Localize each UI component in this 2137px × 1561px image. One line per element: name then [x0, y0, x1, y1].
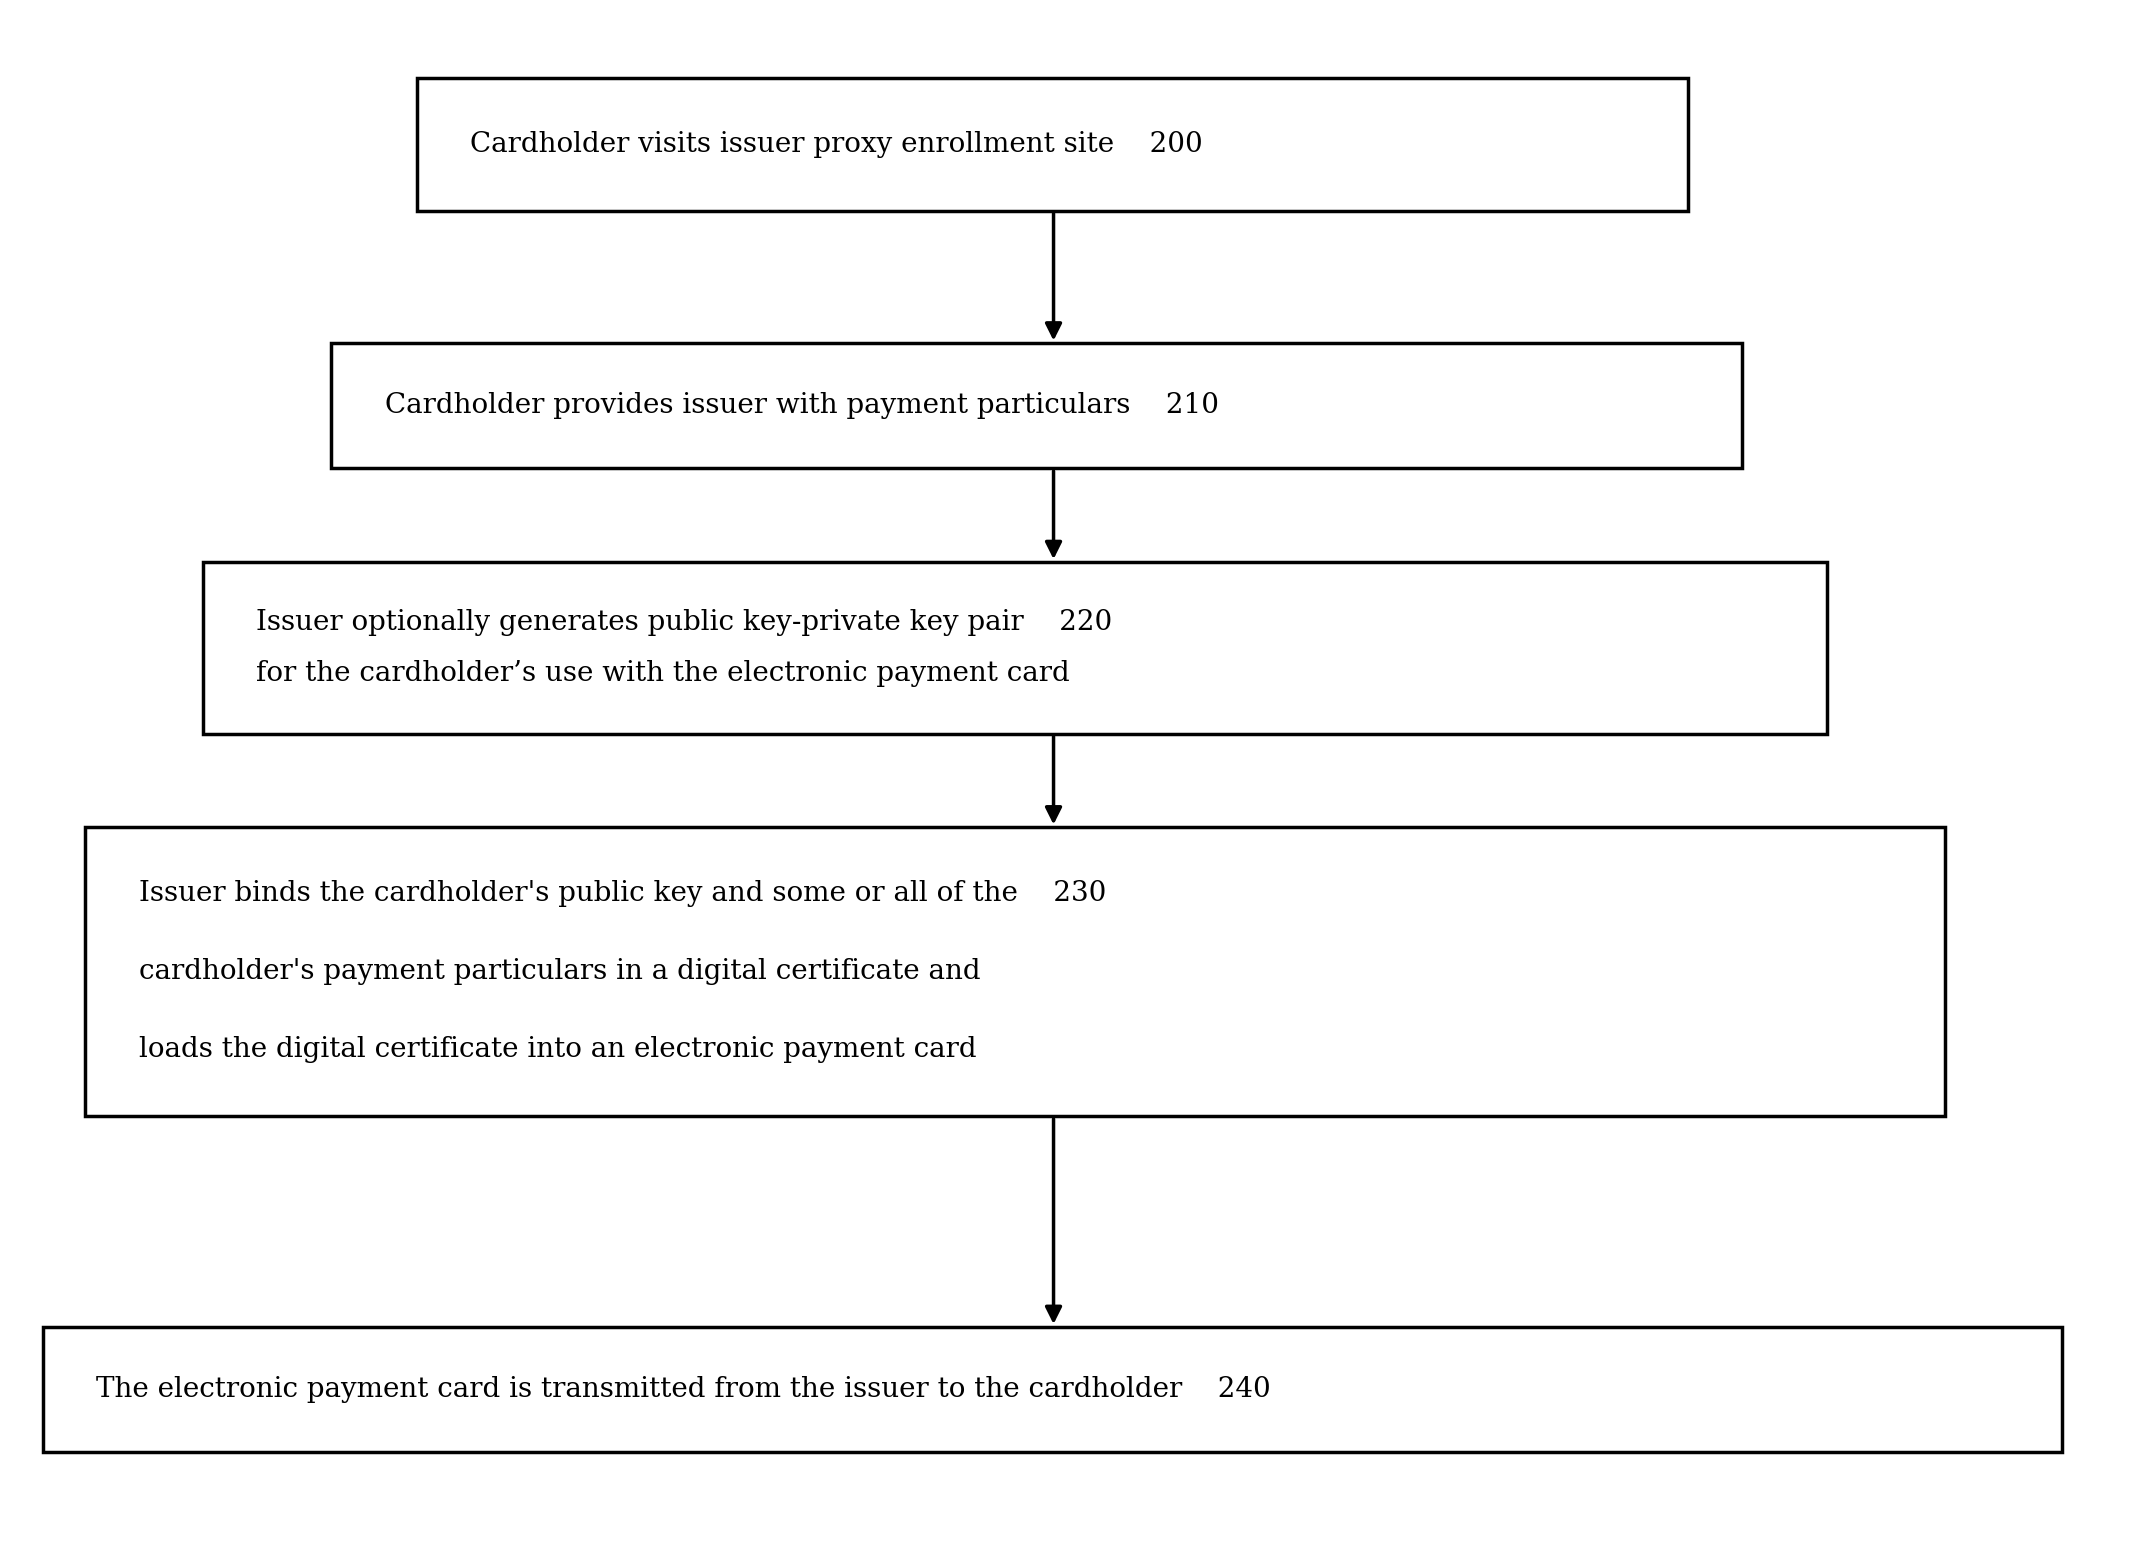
Bar — [331, 343, 1742, 468]
Bar — [203, 562, 1827, 734]
Text: Issuer optionally generates public key-private key pair    220: Issuer optionally generates public key-p… — [256, 609, 1113, 635]
Bar — [43, 1327, 2062, 1452]
Text: loads the digital certificate into an electronic payment card: loads the digital certificate into an el… — [139, 1037, 977, 1063]
Text: Issuer binds the cardholder's public key and some or all of the    230: Issuer binds the cardholder's public key… — [139, 880, 1107, 907]
Bar — [417, 78, 1688, 211]
Text: for the cardholder’s use with the electronic payment card: for the cardholder’s use with the electr… — [256, 660, 1071, 687]
Text: The electronic payment card is transmitted from the issuer to the cardholder    : The electronic payment card is transmitt… — [96, 1375, 1272, 1403]
Text: Cardholder provides issuer with payment particulars    210: Cardholder provides issuer with payment … — [385, 392, 1218, 420]
Bar — [85, 827, 1945, 1116]
Text: Cardholder visits issuer proxy enrollment site    200: Cardholder visits issuer proxy enrollmen… — [470, 131, 1203, 158]
Text: cardholder's payment particulars in a digital certificate and: cardholder's payment particulars in a di… — [139, 958, 981, 985]
